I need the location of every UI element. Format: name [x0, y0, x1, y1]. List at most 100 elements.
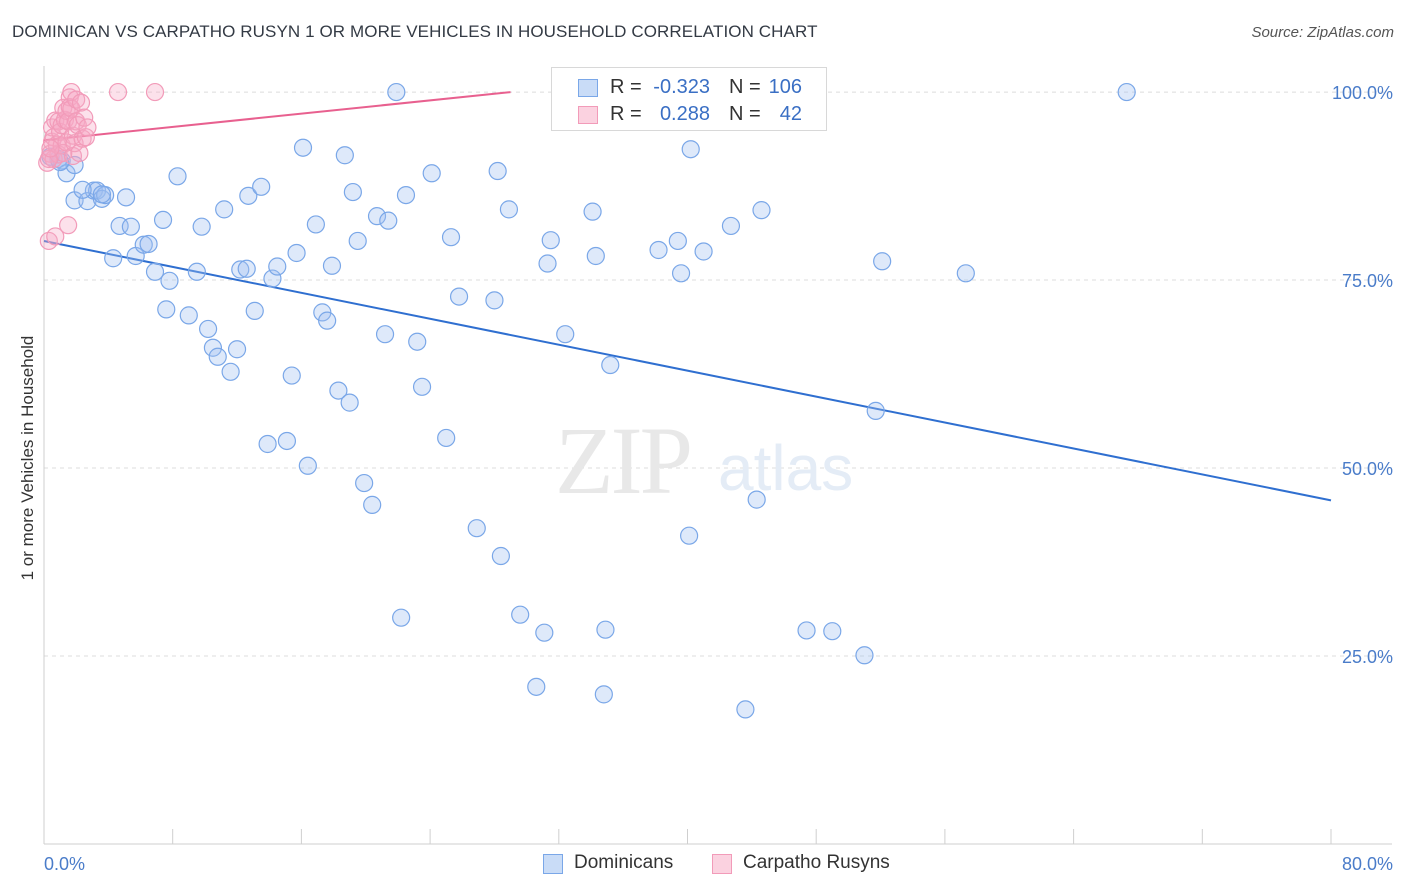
point-dominicans	[287, 243, 306, 263]
point-dominicans	[329, 381, 348, 400]
point-dominicans	[538, 254, 557, 273]
point-dominicans	[227, 340, 247, 359]
point-dominicans	[348, 231, 367, 251]
point-dominicans	[121, 217, 140, 236]
legend-n-label: N =	[729, 76, 761, 98]
point-dominicans	[239, 186, 258, 205]
point-dominicans	[747, 490, 766, 509]
legend-swatch-dominicans	[543, 854, 563, 874]
point-dominicans	[277, 431, 297, 451]
point-dominicans	[221, 362, 240, 381]
y-tick-label: 50.0%	[1342, 459, 1393, 479]
point-dominicans	[231, 260, 250, 279]
legend-n-value: 106	[768, 76, 802, 98]
point-dominicans	[873, 252, 892, 271]
trend-line-dominicans	[43, 239, 1332, 502]
point-dominicans	[586, 246, 605, 266]
legend-swatch-dominicans	[578, 79, 598, 97]
point-dominicans	[145, 262, 165, 281]
legend-swatch-carpatho-rusyns	[712, 854, 732, 874]
point-dominicans	[583, 202, 602, 221]
point-dominicans	[491, 546, 510, 566]
point-dominicans	[268, 257, 287, 276]
y-tick-label: 75.0%	[1342, 271, 1393, 291]
point-carpatho-rusyns	[71, 93, 91, 112]
point-dominicans	[179, 306, 198, 325]
point-dominicans	[153, 210, 173, 230]
point-dominicans	[596, 620, 615, 639]
point-dominicans	[245, 301, 264, 320]
point-dominicans	[203, 338, 223, 357]
point-dominicans	[392, 608, 411, 627]
point-dominicans	[412, 377, 432, 396]
legend-row-carpatho-rusyns: R = 0.288 N = 42	[552, 100, 826, 128]
point-dominicans	[116, 188, 136, 207]
watermark-atlas: atlas	[718, 432, 853, 504]
point-dominicans	[956, 264, 975, 283]
series-legend: Dominicans Carpatho Rusyns	[0, 852, 1406, 878]
point-dominicans	[104, 249, 123, 268]
point-dominicans	[92, 185, 112, 204]
point-dominicans	[355, 473, 374, 493]
point-dominicans	[306, 215, 325, 234]
point-dominicans	[237, 259, 256, 278]
point-dominicans	[263, 269, 282, 288]
point-dominicans	[187, 262, 206, 281]
y-tick-label: 25.0%	[1342, 647, 1393, 667]
point-dominicans	[556, 325, 575, 344]
legend-label-dominicans: Dominicans	[574, 852, 674, 873]
point-dominicans	[387, 82, 406, 102]
point-dominicans	[594, 685, 613, 704]
point-dominicans	[139, 234, 158, 254]
legend-n-value: 42	[779, 103, 802, 125]
point-dominicans	[485, 291, 504, 310]
point-dominicans	[866, 401, 885, 420]
point-dominicans	[375, 325, 395, 344]
legend-n-label: N =	[729, 103, 761, 125]
point-dominicans	[298, 456, 317, 475]
point-dominicans	[65, 155, 84, 175]
point-dominicans	[680, 526, 699, 545]
grid-lines	[44, 91, 1392, 657]
point-carpatho-rusyns	[108, 82, 128, 102]
point-dominicans	[363, 495, 382, 514]
point-dominicans	[160, 271, 179, 290]
point-dominicans	[797, 621, 816, 640]
point-dominicans	[335, 146, 354, 165]
point-dominicans	[467, 519, 486, 538]
point-dominicans	[168, 167, 187, 186]
x-tick-label: 0.0%	[44, 854, 85, 874]
point-dominicans	[198, 319, 218, 339]
point-dominicans	[694, 242, 713, 261]
legend-swatch-carpatho-rusyns	[578, 106, 598, 124]
y-tick-label: 100.0%	[1332, 83, 1393, 103]
data-points	[38, 82, 1136, 719]
point-carpatho-rusyns	[70, 143, 89, 163]
point-dominicans	[649, 240, 668, 260]
x-tick-labels: 0.0% 80.0%	[44, 854, 1393, 874]
legend-r-value: -0.323	[653, 76, 710, 98]
point-dominicans	[437, 428, 456, 448]
point-dominicans	[422, 164, 441, 183]
point-dominicans	[192, 217, 211, 236]
point-carpatho-rusyns	[145, 82, 165, 102]
point-dominicans	[252, 177, 271, 196]
point-carpatho-rusyns	[78, 118, 97, 137]
point-dominicans	[488, 161, 507, 181]
point-dominicans	[1117, 82, 1136, 102]
point-dominicans	[408, 332, 427, 351]
chart-title: DOMINICAN VS CARPATHO RUSYN 1 OR MORE VE…	[12, 22, 818, 41]
point-dominicans	[340, 393, 359, 412]
point-dominicans	[157, 300, 176, 319]
trend-lines	[43, 91, 1332, 502]
point-dominicans	[322, 256, 342, 275]
point-dominicans	[258, 434, 277, 454]
point-dominicans	[511, 605, 530, 624]
trend-line-carpatho-rusyns	[43, 91, 511, 142]
y-tick-labels: 25.0% 50.0% 75.0% 100.0%	[1332, 83, 1393, 667]
watermark-zip: ZIP	[555, 407, 690, 514]
point-dominicans	[343, 182, 362, 202]
legend-r-label: R =	[610, 76, 642, 98]
point-dominicans	[208, 347, 227, 366]
point-carpatho-rusyns	[41, 139, 60, 158]
